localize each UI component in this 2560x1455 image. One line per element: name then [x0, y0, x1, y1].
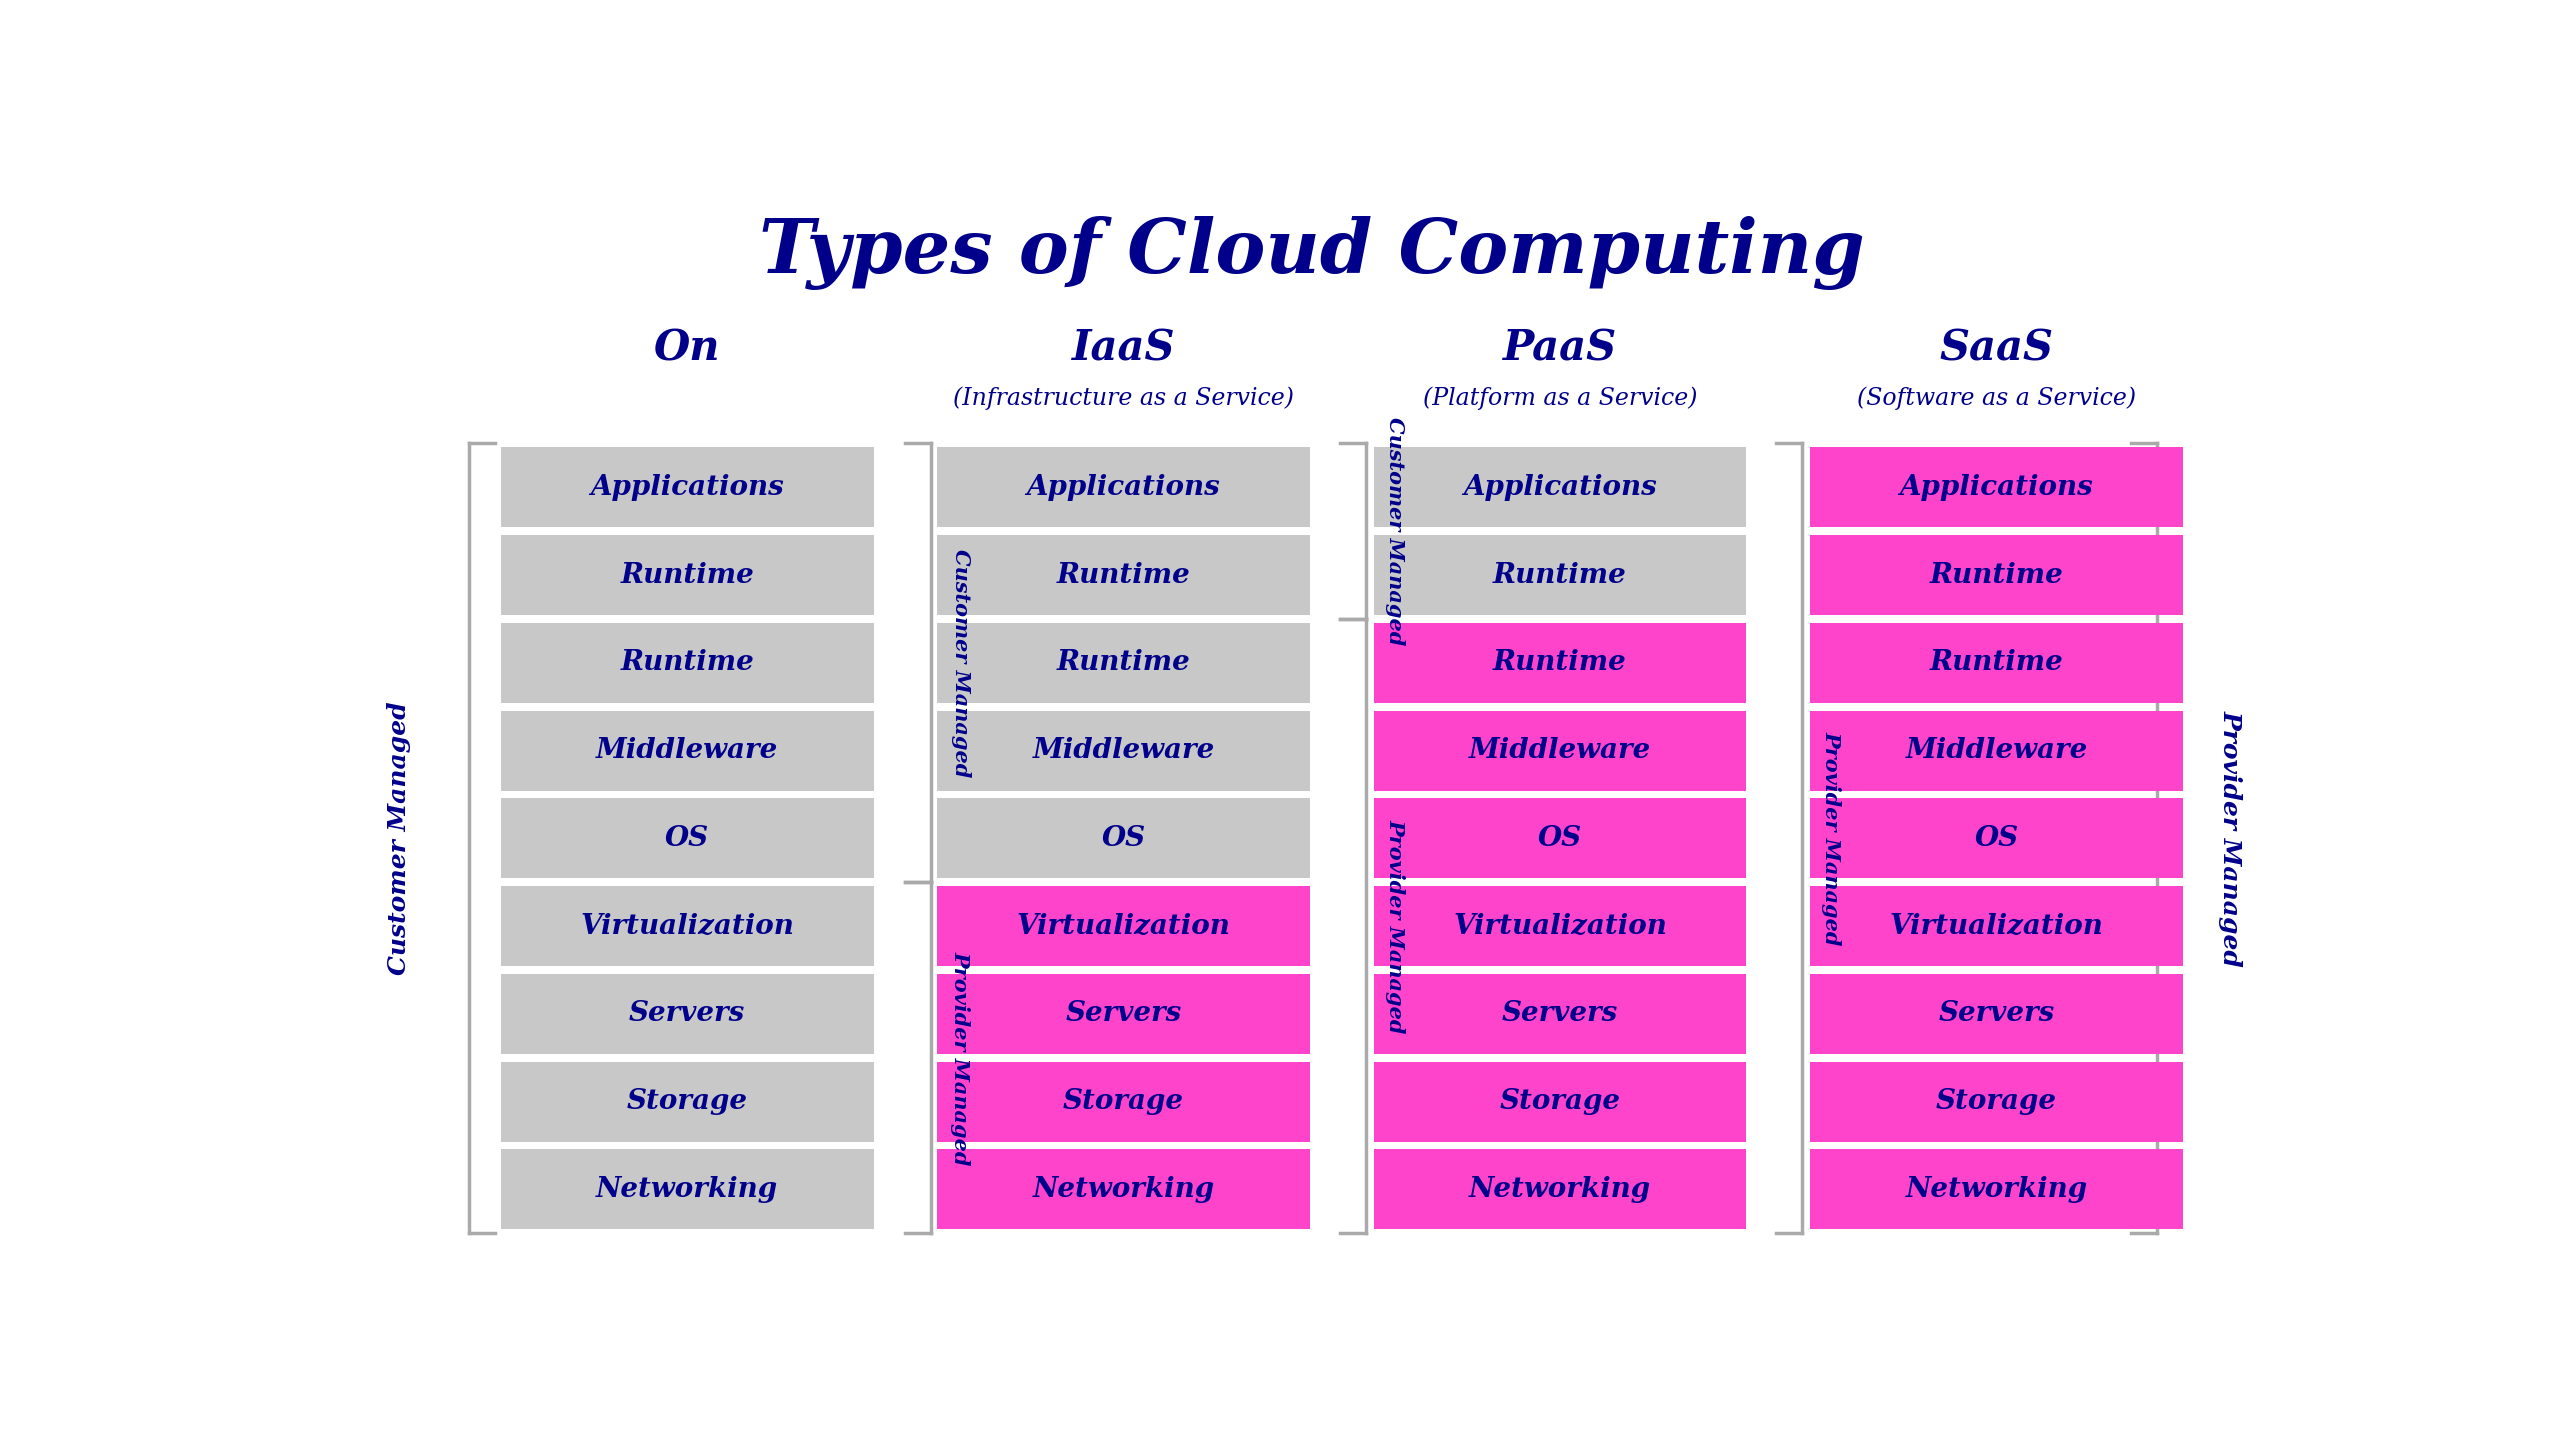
Text: Runtime: Runtime	[1057, 649, 1190, 677]
Text: Applications: Applications	[1027, 474, 1221, 501]
Bar	[1810, 1149, 2184, 1229]
Text: Customer Managed: Customer Managed	[387, 701, 412, 975]
Bar	[937, 1149, 1311, 1229]
Bar	[1375, 799, 1746, 879]
Text: Runtime: Runtime	[1930, 649, 2063, 677]
Bar	[1375, 973, 1746, 1053]
Bar	[1810, 886, 2184, 966]
Bar	[937, 710, 1311, 790]
Text: Customer Managed: Customer Managed	[950, 549, 970, 777]
Text: OS: OS	[1101, 825, 1144, 853]
Text: Storage: Storage	[1935, 1088, 2058, 1115]
Bar	[502, 447, 873, 527]
Text: Middleware: Middleware	[596, 738, 778, 764]
Bar	[1810, 1062, 2184, 1142]
Text: Storage: Storage	[1062, 1088, 1185, 1115]
Bar	[1810, 710, 2184, 790]
Text: Provider Managed: Provider Managed	[950, 950, 970, 1165]
Bar	[937, 535, 1311, 615]
Text: Servers: Servers	[1065, 1001, 1183, 1027]
Text: On: On	[653, 327, 719, 370]
Bar	[502, 710, 873, 790]
Bar	[1810, 535, 2184, 615]
Bar	[937, 447, 1311, 527]
Text: Provider Managed: Provider Managed	[2220, 710, 2243, 966]
Text: OS: OS	[666, 825, 709, 853]
Bar	[937, 799, 1311, 879]
Text: OS: OS	[1974, 825, 2017, 853]
Bar	[1810, 623, 2184, 703]
Text: Middleware: Middleware	[1469, 738, 1651, 764]
Text: Virtualization: Virtualization	[581, 912, 794, 940]
Text: Runtime: Runtime	[1057, 562, 1190, 589]
Text: SaaS: SaaS	[1940, 327, 2053, 370]
Text: Networking: Networking	[1469, 1176, 1651, 1203]
Text: IaaS: IaaS	[1073, 327, 1175, 370]
Text: (Software as a Service): (Software as a Service)	[1856, 387, 2135, 410]
Bar	[502, 623, 873, 703]
Bar	[1375, 710, 1746, 790]
Text: Networking: Networking	[596, 1176, 778, 1203]
Bar	[937, 623, 1311, 703]
Bar	[502, 535, 873, 615]
Bar	[502, 1149, 873, 1229]
Text: Servers: Servers	[630, 1001, 745, 1027]
Bar	[1810, 799, 2184, 879]
Text: Networking: Networking	[1905, 1176, 2086, 1203]
Bar	[1810, 973, 2184, 1053]
Text: Storage: Storage	[1500, 1088, 1620, 1115]
Text: PaaS: PaaS	[1503, 327, 1618, 370]
Text: Runtime: Runtime	[620, 562, 753, 589]
Bar	[502, 886, 873, 966]
Bar	[937, 886, 1311, 966]
Bar	[1375, 535, 1746, 615]
Text: Networking: Networking	[1032, 1176, 1213, 1203]
Text: Types of Cloud Computing: Types of Cloud Computing	[760, 215, 1864, 290]
Text: Runtime: Runtime	[1492, 562, 1626, 589]
Text: Provider Managed: Provider Managed	[1823, 732, 1841, 946]
Text: Servers: Servers	[1938, 1001, 2056, 1027]
Text: Applications: Applications	[1464, 474, 1656, 501]
Bar	[1810, 447, 2184, 527]
Bar	[1375, 886, 1746, 966]
Text: (Infrastructure as a Service): (Infrastructure as a Service)	[952, 387, 1293, 410]
Text: Runtime: Runtime	[1930, 562, 2063, 589]
Bar	[1375, 1149, 1746, 1229]
Text: Runtime: Runtime	[1492, 649, 1626, 677]
Bar	[1375, 1062, 1746, 1142]
Bar	[502, 799, 873, 879]
Text: (Platform as a Service): (Platform as a Service)	[1423, 387, 1697, 410]
Text: Applications: Applications	[1900, 474, 2094, 501]
Bar	[502, 1062, 873, 1142]
Text: Middleware: Middleware	[1905, 738, 2086, 764]
Text: Servers: Servers	[1503, 1001, 1618, 1027]
Text: Storage: Storage	[627, 1088, 748, 1115]
Text: Virtualization: Virtualization	[1889, 912, 2104, 940]
Bar	[937, 1062, 1311, 1142]
Text: Runtime: Runtime	[620, 649, 753, 677]
Text: OS: OS	[1539, 825, 1582, 853]
Text: Middleware: Middleware	[1032, 738, 1213, 764]
Bar	[1375, 447, 1746, 527]
Text: Virtualization: Virtualization	[1454, 912, 1667, 940]
Text: Applications: Applications	[591, 474, 783, 501]
Bar	[502, 973, 873, 1053]
Bar	[937, 973, 1311, 1053]
Text: Provider Managed: Provider Managed	[1385, 819, 1405, 1033]
Text: Customer Managed: Customer Managed	[1385, 418, 1405, 646]
Text: Virtualization: Virtualization	[1016, 912, 1231, 940]
Bar	[1375, 623, 1746, 703]
